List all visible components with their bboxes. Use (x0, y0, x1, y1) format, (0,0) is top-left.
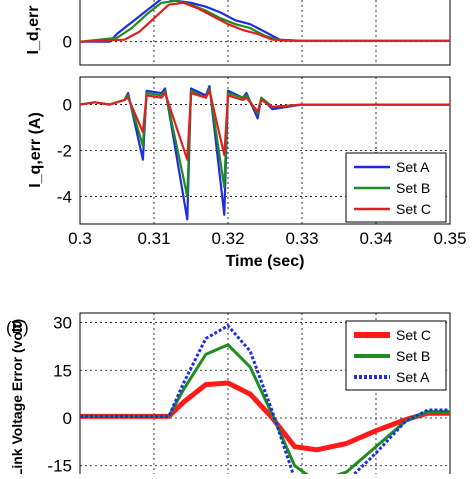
series-group (80, 324, 450, 479)
series-line-set-c (79, 1, 450, 43)
x-axis-label: Time (sec) (226, 253, 305, 270)
legend-label: Set B (396, 180, 430, 196)
y-tick-label: 30 (53, 314, 72, 333)
series-line-set-c (80, 380, 450, 453)
x-tick-label: 0.35 (433, 229, 466, 248)
series-group (79, 0, 450, 43)
grid (80, 0, 450, 65)
legend-label: Set A (396, 369, 430, 385)
legend-label: Set A (396, 159, 430, 175)
x-tick-label: 0.33 (285, 229, 318, 248)
series-line-set-a (80, 0, 450, 43)
y-tick-label: 15 (53, 361, 72, 380)
panel-b: (B) 30 15 0 -15 C Link Voltage Error (volt)… (6, 312, 451, 479)
y-ticks: 0 -2 -4 (57, 96, 72, 207)
legend-label: Set B (396, 348, 430, 364)
legend: Set C Set B Set A (345, 320, 447, 391)
x-tick-label: 0.31 (137, 229, 170, 248)
y-tick-label: 0 (63, 409, 72, 428)
y-axis-label: C Link Voltage Error (volt) (9, 319, 25, 474)
panel-iq-err: 0 -2 -4 0.3 0.31 0.32 0.33 0.34 0.35 Time (sec)… (27, 76, 467, 270)
series-group (79, 85, 450, 221)
series-line-set-c (79, 89, 450, 161)
legend-label: Set C (396, 201, 431, 217)
y-ticks: 30 15 0 -15 (47, 314, 72, 476)
y-tick-label: 0 (63, 33, 72, 52)
y-axis-label: I_d,err (25, 6, 42, 55)
x-ticks: 0.3 0.31 0.32 0.33 0.34 0.35 (68, 229, 466, 248)
y-tick-label: -4 (57, 187, 72, 206)
y-tick-label: -2 (57, 142, 72, 161)
legend-label: Set C (396, 327, 431, 343)
y-axis-label: I_q,err (A) (27, 112, 44, 188)
x-tick-label: 0.34 (359, 229, 392, 248)
panel-id-err: 0 I_d,err (25, 0, 451, 66)
series-line-set-a (80, 324, 450, 479)
y-ticks: 0 (63, 33, 72, 52)
x-tick-label: 0.3 (68, 229, 92, 248)
x-tick-label: 0.32 (211, 229, 244, 248)
y-tick-label: 0 (63, 96, 72, 115)
legend: Set A Set B Set C (345, 152, 447, 223)
panel-label: (B) (6, 318, 29, 337)
y-tick-label: -15 (47, 457, 72, 474)
